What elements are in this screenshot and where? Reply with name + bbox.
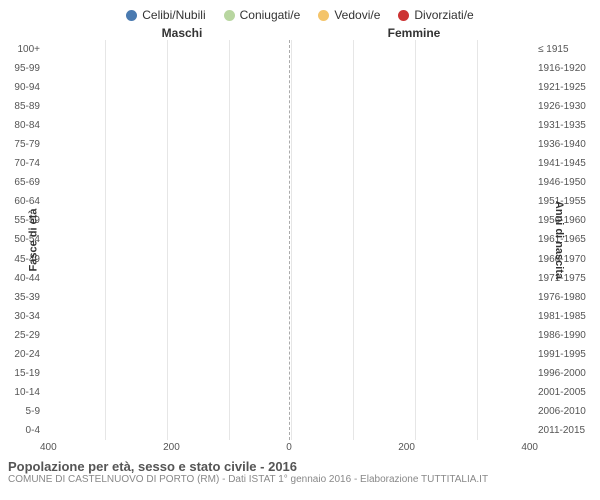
- legend-item: Celibi/Nubili: [126, 8, 205, 22]
- y-axis-birth: ≤ 19151916-19201921-19251926-19301931-19…: [534, 40, 600, 440]
- header-male: Maschi: [66, 26, 298, 40]
- legend-swatch: [126, 10, 137, 21]
- legend-item: Coniugati/e: [224, 8, 301, 22]
- center-line: [289, 40, 290, 440]
- legend-label: Divorziati/e: [414, 8, 473, 22]
- x-axis: 4002000200400: [0, 442, 600, 453]
- header-female: Femmine: [298, 26, 530, 40]
- legend-item: Divorziati/e: [398, 8, 473, 22]
- legend-label: Celibi/Nubili: [142, 8, 205, 22]
- footer: Popolazione per età, sesso e stato civil…: [0, 453, 600, 485]
- gender-headers: Maschi Femmine: [0, 26, 600, 40]
- pyramid-rows: [44, 40, 534, 440]
- legend-swatch: [224, 10, 235, 21]
- chart-area: Fasce di età Anni di nascita 100+95-9990…: [0, 40, 600, 440]
- y-left-title: Fasce di età: [27, 209, 39, 272]
- legend-label: Coniugati/e: [240, 8, 301, 22]
- legend-swatch: [318, 10, 329, 21]
- chart-subtitle: COMUNE DI CASTELNUOVO DI PORTO (RM) - Da…: [8, 474, 592, 485]
- legend: Celibi/Nubili Coniugati/e Vedovi/e Divorzia…: [0, 0, 600, 26]
- x-ticks: 4002000200400: [40, 442, 538, 453]
- y-right-title: Anni di nascita: [553, 201, 565, 279]
- chart-title: Popolazione per età, sesso e stato civil…: [8, 459, 592, 474]
- legend-swatch: [398, 10, 409, 21]
- legend-item: Vedovi/e: [318, 8, 380, 22]
- legend-label: Vedovi/e: [334, 8, 380, 22]
